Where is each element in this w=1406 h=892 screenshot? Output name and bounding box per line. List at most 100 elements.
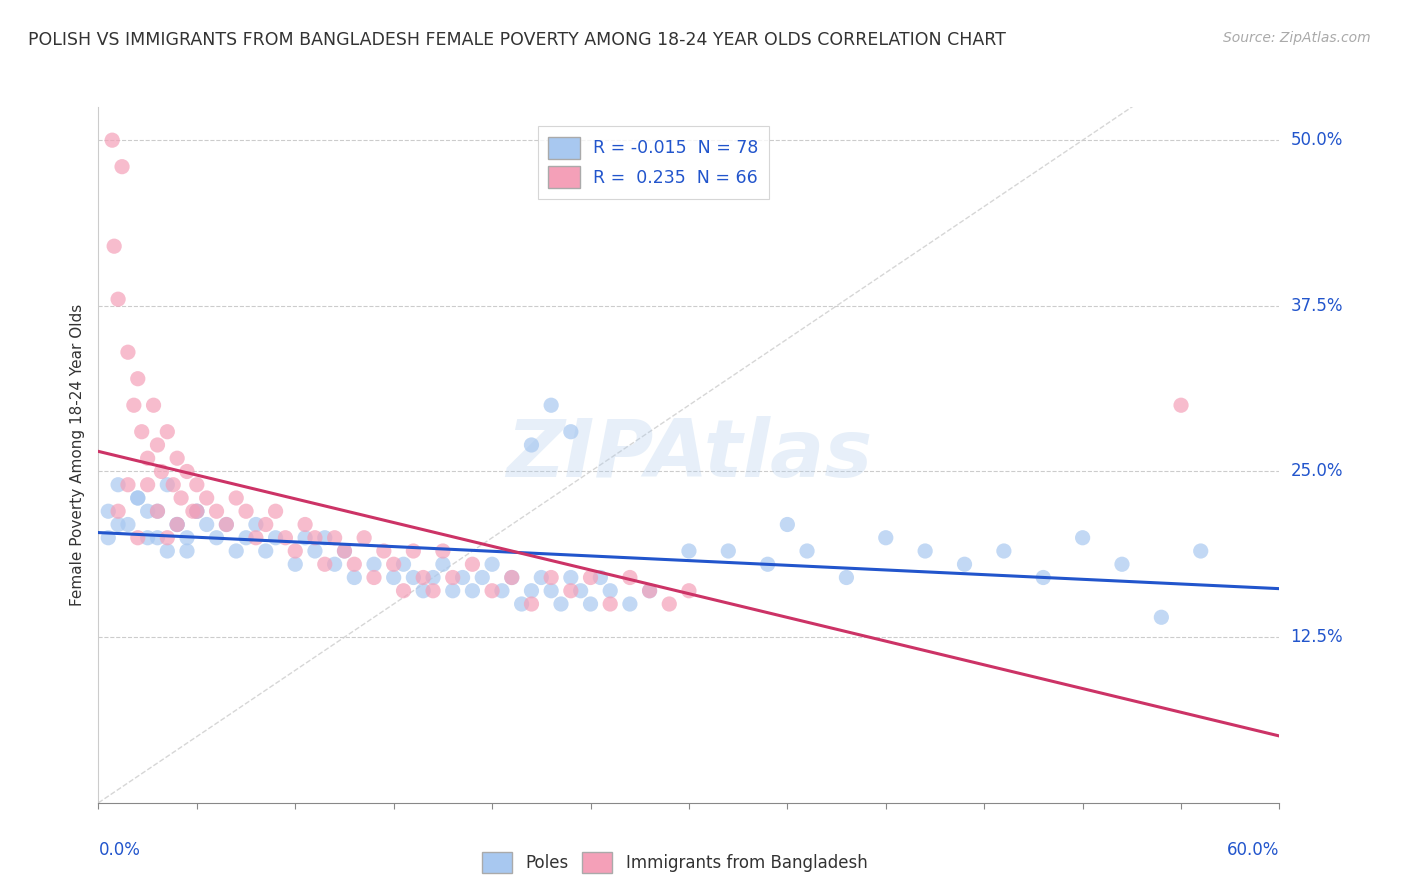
Point xyxy=(540,398,562,412)
Point xyxy=(1032,570,1054,584)
Point xyxy=(176,531,198,545)
Point xyxy=(540,583,562,598)
Point xyxy=(658,597,681,611)
Point xyxy=(146,504,169,518)
Point xyxy=(264,531,287,545)
Point xyxy=(146,531,169,545)
Point xyxy=(796,544,818,558)
Point xyxy=(461,558,484,572)
Point xyxy=(136,531,159,545)
Legend: R = -0.015  N = 78, R =  0.235  N = 66: R = -0.015 N = 78, R = 0.235 N = 66 xyxy=(538,126,769,199)
Text: 37.5%: 37.5% xyxy=(1291,297,1343,315)
Point xyxy=(441,583,464,598)
Point xyxy=(1170,398,1192,412)
Point xyxy=(1111,558,1133,572)
Point xyxy=(235,531,257,545)
Point xyxy=(264,504,287,518)
Point xyxy=(166,517,188,532)
Point xyxy=(579,597,602,611)
Point xyxy=(333,544,356,558)
Point xyxy=(122,398,145,412)
Text: 60.0%: 60.0% xyxy=(1227,841,1279,859)
Point xyxy=(392,583,415,598)
Point xyxy=(195,517,218,532)
Point xyxy=(107,477,129,491)
Point xyxy=(166,517,188,532)
Point xyxy=(560,570,582,584)
Point xyxy=(451,570,474,584)
Point xyxy=(127,531,149,545)
Text: 0.0%: 0.0% xyxy=(98,841,141,859)
Point xyxy=(353,531,375,545)
Point xyxy=(530,570,553,584)
Point xyxy=(127,491,149,505)
Point xyxy=(136,477,159,491)
Point xyxy=(560,425,582,439)
Point xyxy=(560,583,582,598)
Point xyxy=(520,583,543,598)
Point xyxy=(343,570,366,584)
Point xyxy=(638,583,661,598)
Point xyxy=(491,583,513,598)
Point xyxy=(107,517,129,532)
Text: 50.0%: 50.0% xyxy=(1291,131,1343,149)
Text: 25.0%: 25.0% xyxy=(1291,462,1343,481)
Point xyxy=(510,597,533,611)
Point xyxy=(156,477,179,491)
Point xyxy=(215,517,238,532)
Text: 12.5%: 12.5% xyxy=(1291,628,1343,646)
Point xyxy=(170,491,193,505)
Point xyxy=(245,517,267,532)
Point xyxy=(382,570,405,584)
Point xyxy=(215,517,238,532)
Point xyxy=(146,438,169,452)
Point xyxy=(304,531,326,545)
Point xyxy=(294,517,316,532)
Point xyxy=(166,451,188,466)
Point xyxy=(412,570,434,584)
Point xyxy=(550,597,572,611)
Point xyxy=(150,465,173,479)
Point xyxy=(181,504,204,518)
Point xyxy=(107,504,129,518)
Point xyxy=(111,160,134,174)
Point xyxy=(412,583,434,598)
Legend: Poles, Immigrants from Bangladesh: Poles, Immigrants from Bangladesh xyxy=(475,846,875,880)
Point xyxy=(166,517,188,532)
Point xyxy=(422,570,444,584)
Point xyxy=(875,531,897,545)
Point xyxy=(540,570,562,584)
Point xyxy=(382,558,405,572)
Point xyxy=(117,345,139,359)
Point xyxy=(314,558,336,572)
Point xyxy=(225,544,247,558)
Point xyxy=(432,544,454,558)
Point xyxy=(1189,544,1212,558)
Point xyxy=(471,570,494,584)
Point xyxy=(461,583,484,598)
Text: Source: ZipAtlas.com: Source: ZipAtlas.com xyxy=(1223,31,1371,45)
Point xyxy=(156,544,179,558)
Point xyxy=(678,544,700,558)
Point xyxy=(402,544,425,558)
Point xyxy=(993,544,1015,558)
Point xyxy=(156,425,179,439)
Point xyxy=(776,517,799,532)
Point xyxy=(294,531,316,545)
Point xyxy=(136,504,159,518)
Point xyxy=(254,544,277,558)
Point xyxy=(619,597,641,611)
Point xyxy=(1150,610,1173,624)
Point xyxy=(97,531,120,545)
Point xyxy=(284,544,307,558)
Point xyxy=(520,597,543,611)
Point xyxy=(254,517,277,532)
Point xyxy=(481,558,503,572)
Point xyxy=(501,570,523,584)
Point xyxy=(953,558,976,572)
Point xyxy=(501,570,523,584)
Point xyxy=(373,544,395,558)
Point xyxy=(314,531,336,545)
Point xyxy=(156,531,179,545)
Point xyxy=(162,477,184,491)
